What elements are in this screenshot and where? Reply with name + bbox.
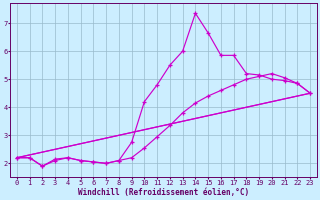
X-axis label: Windchill (Refroidissement éolien,°C): Windchill (Refroidissement éolien,°C): [78, 188, 249, 197]
